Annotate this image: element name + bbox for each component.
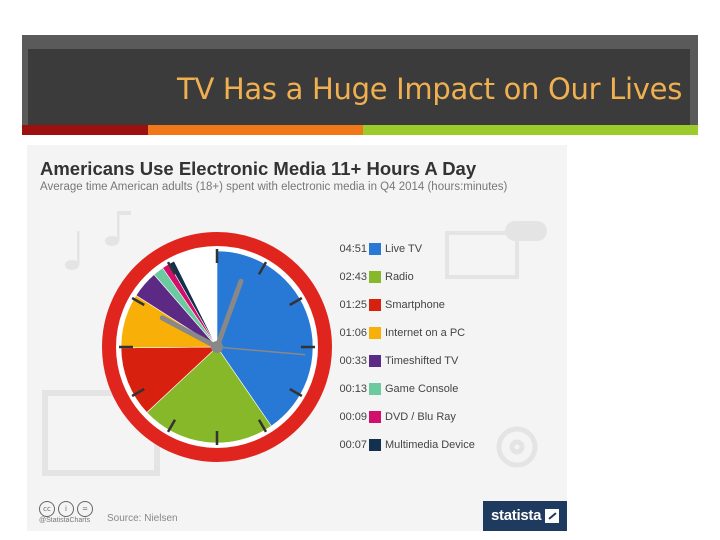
hour-tick-8 <box>131 387 145 398</box>
chart-title: Americans Use Electronic Media 11+ Hours… <box>40 158 477 179</box>
legend-swatch <box>369 299 381 311</box>
hour-tick-11 <box>166 261 177 275</box>
legend-swatch <box>369 327 381 339</box>
legend-item-3: 01:25 Smartphone <box>327 297 557 313</box>
gamepad-icon <box>505 221 547 241</box>
pie-slice-3 <box>120 346 218 413</box>
second-hand <box>216 346 306 356</box>
legend-item-5: 00:33 Timeshifted TV <box>327 353 557 369</box>
hour-tick-4 <box>289 387 303 398</box>
creative-commons-icon: cc <box>39 501 55 517</box>
legend-swatch <box>369 439 381 451</box>
chart-source: Source: Nielsen <box>107 513 178 524</box>
legend-item-7: 00:09 DVD / Blu Ray <box>327 409 557 425</box>
music-note-icon <box>65 211 131 270</box>
pie-slice-2 <box>146 346 272 444</box>
legend-item-8: 00:07 Multimedia Device <box>327 437 557 453</box>
legend-label: Game Console <box>385 383 459 395</box>
pie-clock-chart <box>42 211 547 476</box>
clock-center-cap <box>211 341 223 353</box>
legend-swatch <box>369 243 381 255</box>
title-panel <box>28 49 690 125</box>
accent-stripe-green <box>363 125 698 135</box>
hour-tick-1 <box>257 261 268 275</box>
chart-footer: cc i = @StatistaCharts Source: Nielsen sta… <box>27 501 567 531</box>
minute-hand <box>214 278 244 350</box>
legend-label: Live TV <box>385 243 423 255</box>
legend-time: 00:33 <box>339 355 367 367</box>
no-derivatives-icon: = <box>77 501 93 517</box>
clock <box>102 232 332 462</box>
legend-label: Multimedia Device <box>385 439 475 451</box>
disc-icon <box>496 426 538 468</box>
hour-tick-7 <box>166 419 177 433</box>
legend-label: Timeshifted TV <box>385 355 459 367</box>
brand-name: statista <box>491 507 542 524</box>
accent-stripe-red <box>22 125 148 135</box>
statista-brand: statista <box>483 501 567 531</box>
legend-item-2: 02:43 Radio <box>327 269 557 285</box>
legend-label: Internet on a PC <box>385 327 466 339</box>
legend-time: 00:07 <box>339 439 367 451</box>
legend-time: 04:51 <box>339 243 367 255</box>
legend-item-6: 00:13 Game Console <box>327 381 557 397</box>
legend-time: 01:06 <box>339 327 367 339</box>
legend-label: Radio <box>385 271 414 283</box>
legend-label: Smartphone <box>385 299 445 311</box>
infographic: Americans Use Electronic Media 11+ Hours… <box>27 145 567 531</box>
legend-time: 02:43 <box>339 271 367 283</box>
legend-time: 00:09 <box>339 411 367 423</box>
legend-time: 01:25 <box>339 299 367 311</box>
pie-slice-1 <box>216 250 314 427</box>
legend-label: DVD / Blu Ray <box>385 411 456 423</box>
legend-swatch <box>369 383 381 395</box>
legend-item-4: 01:06 Internet on a PC <box>327 325 557 341</box>
twitter-handle: @StatistaCharts <box>39 517 91 524</box>
legend-time: 00:13 <box>339 383 367 395</box>
hour-tick-10 <box>131 296 145 307</box>
legend-swatch <box>369 411 381 423</box>
license-icons: cc i = <box>39 501 96 520</box>
legend-swatch <box>369 355 381 367</box>
slide-title: TV Has a Huge Impact on Our Lives <box>177 72 682 106</box>
legend-item-1: 04:51 Live TV <box>327 241 557 257</box>
accent-stripe-orange <box>148 125 363 135</box>
legend-swatch <box>369 271 381 283</box>
chart-subtitle: Average time American adults (18+) spent… <box>40 181 508 193</box>
hour-hand <box>159 315 220 350</box>
hour-tick-5 <box>257 419 268 433</box>
hour-tick-2 <box>289 296 303 307</box>
statista-logo-icon <box>545 509 559 523</box>
attribution-icon: i <box>58 501 74 517</box>
